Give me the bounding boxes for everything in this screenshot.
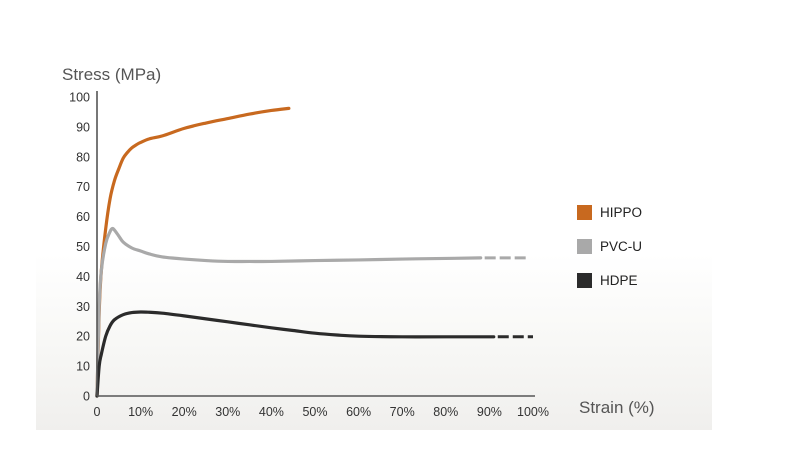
x-tick-label: 80% (433, 405, 458, 419)
y-tick-label: 90 (76, 120, 90, 134)
y-tick-label: 80 (76, 150, 90, 164)
x-tick-label: 20% (172, 405, 197, 419)
series-lines (95, 106, 533, 398)
y-tick-labels: 0 10 20 30 40 50 60 70 80 90 100 (69, 91, 90, 404)
legend-swatch-pvc-u (577, 239, 592, 254)
y-tick-label: 20 (76, 330, 90, 344)
x-tick-label: 30% (215, 405, 240, 419)
y-tick-label: 70 (76, 180, 90, 194)
legend: HIPPO PVC-U HDPE (577, 205, 642, 288)
x-axis-title: Strain (%) (579, 398, 655, 417)
legend-swatch-hdpe (577, 273, 592, 288)
series-line-pvc-u (95, 226, 483, 398)
x-tick-label: 60% (346, 405, 371, 419)
series-line-hippo (95, 106, 291, 398)
x-tick-label: 40% (259, 405, 284, 419)
y-tick-label: 40 (76, 270, 90, 284)
x-tick-label: 70% (390, 405, 415, 419)
series-line-hdpe (95, 310, 496, 398)
y-tick-label: 30 (76, 300, 90, 314)
y-tick-label: 0 (83, 390, 90, 404)
y-tick-label: 60 (76, 210, 90, 224)
y-axis-title: Stress (MPa) (62, 65, 161, 84)
legend-label-hdpe: HDPE (600, 273, 638, 288)
x-tick-labels: 0 10% 20% 30% 40% 50% 60% 70% 80% 90% 100% (94, 405, 549, 419)
x-tick-label: 50% (302, 405, 327, 419)
x-tick-label: 0 (94, 405, 101, 419)
y-tick-label: 10 (76, 360, 90, 374)
x-tick-label: 90% (477, 405, 502, 419)
y-tick-label: 50 (76, 240, 90, 254)
chart-figure: Stress (MPa) Strain (%) 0 10 20 30 40 50 60 70 8… (36, 38, 712, 430)
x-tick-label: 100% (517, 405, 549, 419)
x-tick-label: 10% (128, 405, 153, 419)
y-tick-label: 100 (69, 91, 90, 105)
stress-strain-chart: Stress (MPa) Strain (%) 0 10 20 30 40 50 60 70 8… (62, 65, 655, 419)
legend-label-pvc-u: PVC-U (600, 239, 642, 254)
legend-swatch-hippo (577, 205, 592, 220)
legend-label-hippo: HIPPO (600, 205, 642, 220)
